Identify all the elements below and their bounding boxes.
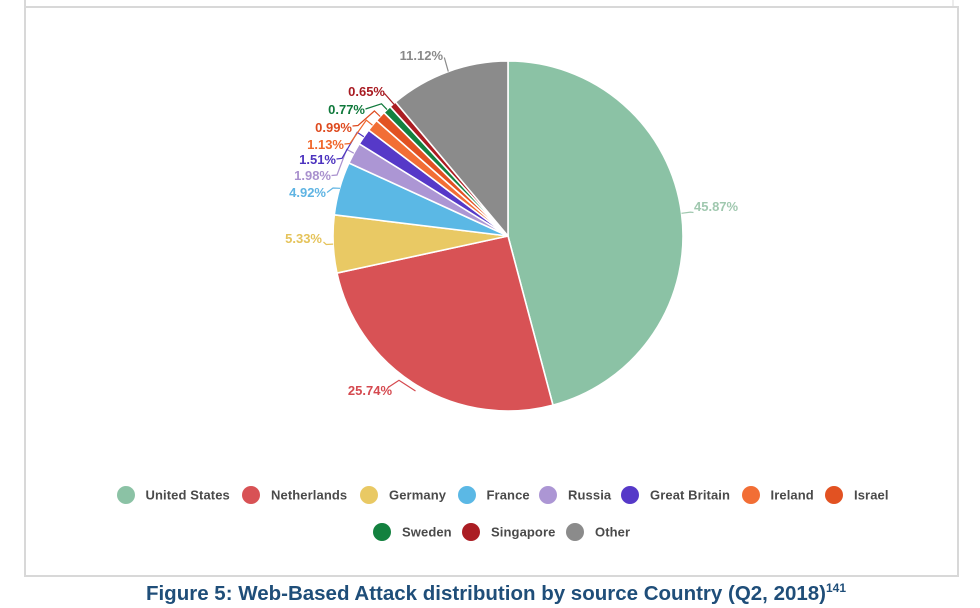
svg-text:1.51%: 1.51%	[299, 152, 336, 167]
svg-text:11.12%: 11.12%	[400, 48, 444, 63]
svg-text:1.98%: 1.98%	[294, 168, 331, 183]
svg-text:1.13%: 1.13%	[307, 137, 344, 152]
svg-text:0.65%: 0.65%	[348, 84, 385, 99]
svg-text:0.99%: 0.99%	[315, 120, 352, 135]
svg-text:5.33%: 5.33%	[285, 231, 322, 246]
svg-text:45.87%: 45.87%	[694, 199, 739, 214]
svg-text:4.92%: 4.92%	[289, 185, 326, 200]
svg-text:0.77%: 0.77%	[328, 102, 365, 117]
svg-text:25.74%: 25.74%	[348, 383, 393, 398]
